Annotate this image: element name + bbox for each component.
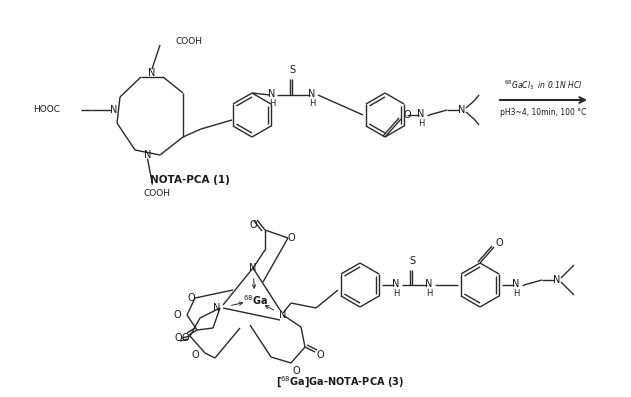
Text: O: O <box>249 220 257 230</box>
Text: N: N <box>249 263 257 273</box>
Text: O: O <box>181 333 189 343</box>
Text: N: N <box>309 89 316 99</box>
Text: O: O <box>173 310 181 320</box>
Text: N: N <box>144 150 151 160</box>
Text: O: O <box>187 293 195 303</box>
Text: S: S <box>289 65 295 75</box>
Text: H: H <box>393 289 399 297</box>
Text: H: H <box>513 289 519 297</box>
Text: N: N <box>417 109 425 119</box>
Text: NOTA-PCA (1): NOTA-PCA (1) <box>150 175 230 185</box>
Text: N: N <box>268 89 276 99</box>
Text: $^{68}$Ga: $^{68}$Ga <box>242 293 268 307</box>
Text: N: N <box>512 279 520 289</box>
Text: N: N <box>425 279 433 289</box>
Text: O: O <box>403 110 411 120</box>
Text: H: H <box>426 289 432 297</box>
Text: HOOC: HOOC <box>33 106 61 114</box>
Text: O: O <box>191 350 199 360</box>
Text: pH3~4, 10min, 100 °C: pH3~4, 10min, 100 °C <box>500 108 587 117</box>
Text: N: N <box>458 105 466 115</box>
Text: N: N <box>392 279 399 289</box>
Text: N: N <box>280 310 286 320</box>
Text: O: O <box>292 366 300 376</box>
Text: O: O <box>287 233 295 243</box>
Text: N: N <box>148 68 156 78</box>
Text: H: H <box>269 98 275 108</box>
Text: O: O <box>496 238 504 248</box>
Text: $^{68}$GaCl$_3$  in 0.1N HCl: $^{68}$GaCl$_3$ in 0.1N HCl <box>504 78 583 92</box>
Text: H: H <box>418 118 424 127</box>
Text: N: N <box>110 105 117 115</box>
Text: COOH: COOH <box>175 37 202 46</box>
Text: H: H <box>309 98 316 108</box>
Text: O: O <box>174 333 182 343</box>
Text: [$^{68}$Ga]Ga-NOTA-PCA (3): [$^{68}$Ga]Ga-NOTA-PCA (3) <box>276 375 404 390</box>
Text: N: N <box>213 303 221 313</box>
Text: COOH: COOH <box>144 189 171 198</box>
Text: N: N <box>553 275 561 285</box>
Text: S: S <box>409 256 415 266</box>
Text: O: O <box>316 350 324 360</box>
